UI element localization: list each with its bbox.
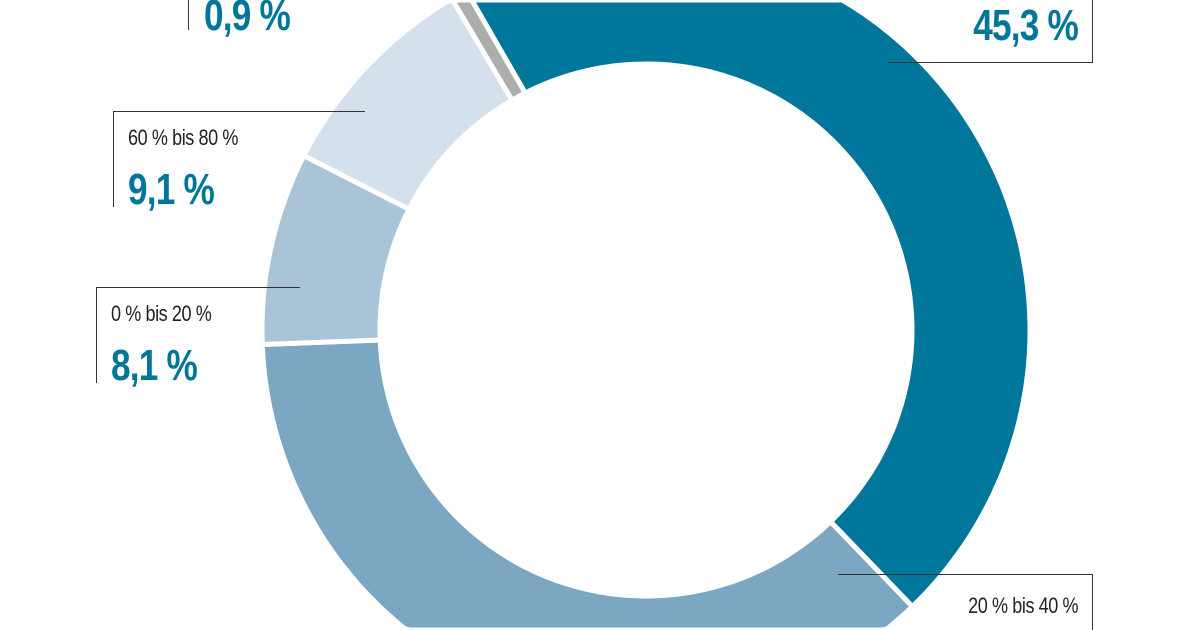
category-label-20-40: 20 % bis 40 %: [968, 593, 1078, 618]
leader-line: [188, 0, 189, 30]
leader-line: [1092, 574, 1093, 630]
leader-line: [113, 111, 114, 207]
value-label-45: 45,3 %: [973, 1, 1079, 50]
leader-line: [96, 287, 97, 383]
leader-line: [96, 287, 300, 288]
donut-segment-0: [469, 0, 1033, 610]
value-label-8-1: 8,1 %: [111, 341, 198, 390]
value-label-9-1: 9,1 %: [128, 165, 215, 214]
value-label-0-9: 0,9 %: [204, 0, 291, 40]
donut-segment-4: [450, 0, 528, 103]
leader-line: [838, 574, 1093, 575]
category-label-60-80: 60 % bis 80 %: [128, 125, 238, 150]
donut-segment-1: [259, 337, 915, 630]
leader-line: [888, 62, 1093, 63]
leader-line: [1092, 0, 1093, 63]
leader-line: [113, 111, 365, 112]
category-label-0-20: 0 % bis 20 %: [111, 301, 212, 326]
